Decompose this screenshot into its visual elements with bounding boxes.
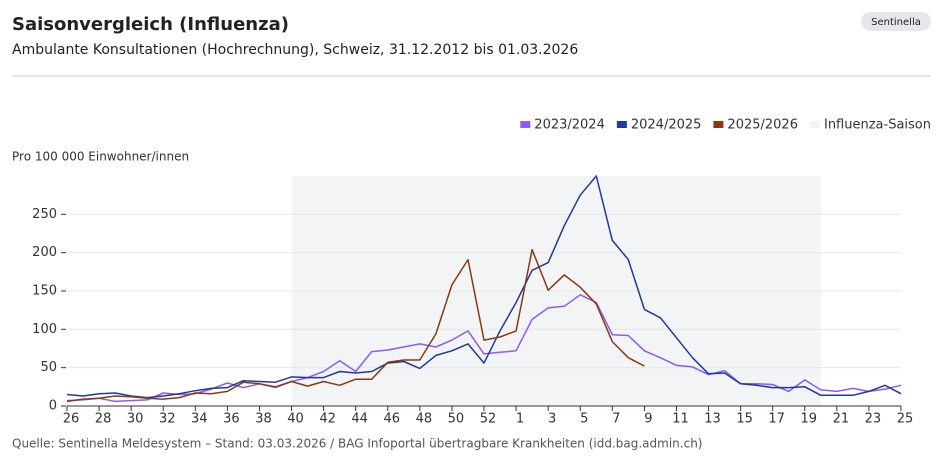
x-tick-label: 36 [223, 412, 240, 427]
series-line [66, 294, 902, 403]
legend-swatch [809, 121, 820, 128]
legend-label: Influenza-Saison [824, 118, 931, 133]
y-tick-label: 250 [32, 207, 57, 222]
x-tick-label: 48 [416, 412, 433, 427]
legend-swatch [713, 121, 724, 128]
x-tick-label: 34 [191, 412, 208, 427]
y-tick-label: 100 [32, 322, 57, 337]
x-tick-label: 13 [704, 412, 721, 427]
x-tick-label: 5 [580, 412, 588, 427]
series-line [66, 175, 902, 399]
x-tick-label: 42 [319, 412, 336, 427]
legend-label: 2023/2024 [534, 118, 605, 133]
legend-label: 2024/2025 [631, 118, 702, 133]
x-tick-label: 15 [736, 412, 753, 427]
x-tick-label: 40 [287, 412, 304, 427]
x-tick-label: 30 [127, 412, 144, 427]
legend-swatch [520, 121, 531, 128]
badge-bg [861, 12, 931, 31]
x-tick-label: 7 [612, 412, 620, 427]
x-tick-label: 17 [768, 412, 785, 427]
legend-label: 2025/2026 [727, 118, 798, 133]
x-tick-label: 44 [351, 412, 368, 427]
x-tick-label: 28 [95, 412, 112, 427]
chart-subtitle: Ambulante Konsultationen (Hochrechnung),… [12, 42, 578, 58]
x-tick-label: 21 [833, 412, 850, 427]
series-line [66, 248, 645, 403]
badge: Sentinella [871, 17, 921, 28]
x-tick-label: 52 [480, 412, 497, 427]
x-tick-label: 1 [516, 412, 524, 427]
x-tick-label: 46 [383, 412, 400, 427]
chart-title: Saisonvergleich (Influenza) [12, 14, 289, 35]
legend-swatch [616, 121, 627, 128]
x-tick-label: 38 [255, 412, 272, 427]
x-tick-label: 26 [63, 412, 80, 427]
y-tick-label: 0 [49, 399, 57, 414]
x-tick-label: 32 [159, 412, 176, 427]
x-tick-label: 23 [865, 412, 882, 427]
y-axis-label: Pro 100 000 Einwohner/innen [12, 150, 189, 164]
y-tick-label: 150 [32, 284, 57, 299]
x-tick-label: 25 [897, 412, 914, 427]
x-tick-label: 9 [644, 412, 652, 427]
x-tick-label: 19 [800, 412, 817, 427]
x-tick-label: 3 [548, 412, 556, 427]
x-tick-label: 50 [448, 412, 465, 427]
source: Quelle: Sentinella Meldesystem – Stand: … [12, 437, 702, 451]
x-tick-label: 11 [672, 412, 689, 427]
y-tick-label: 200 [32, 245, 57, 260]
y-tick-label: 50 [40, 360, 57, 375]
